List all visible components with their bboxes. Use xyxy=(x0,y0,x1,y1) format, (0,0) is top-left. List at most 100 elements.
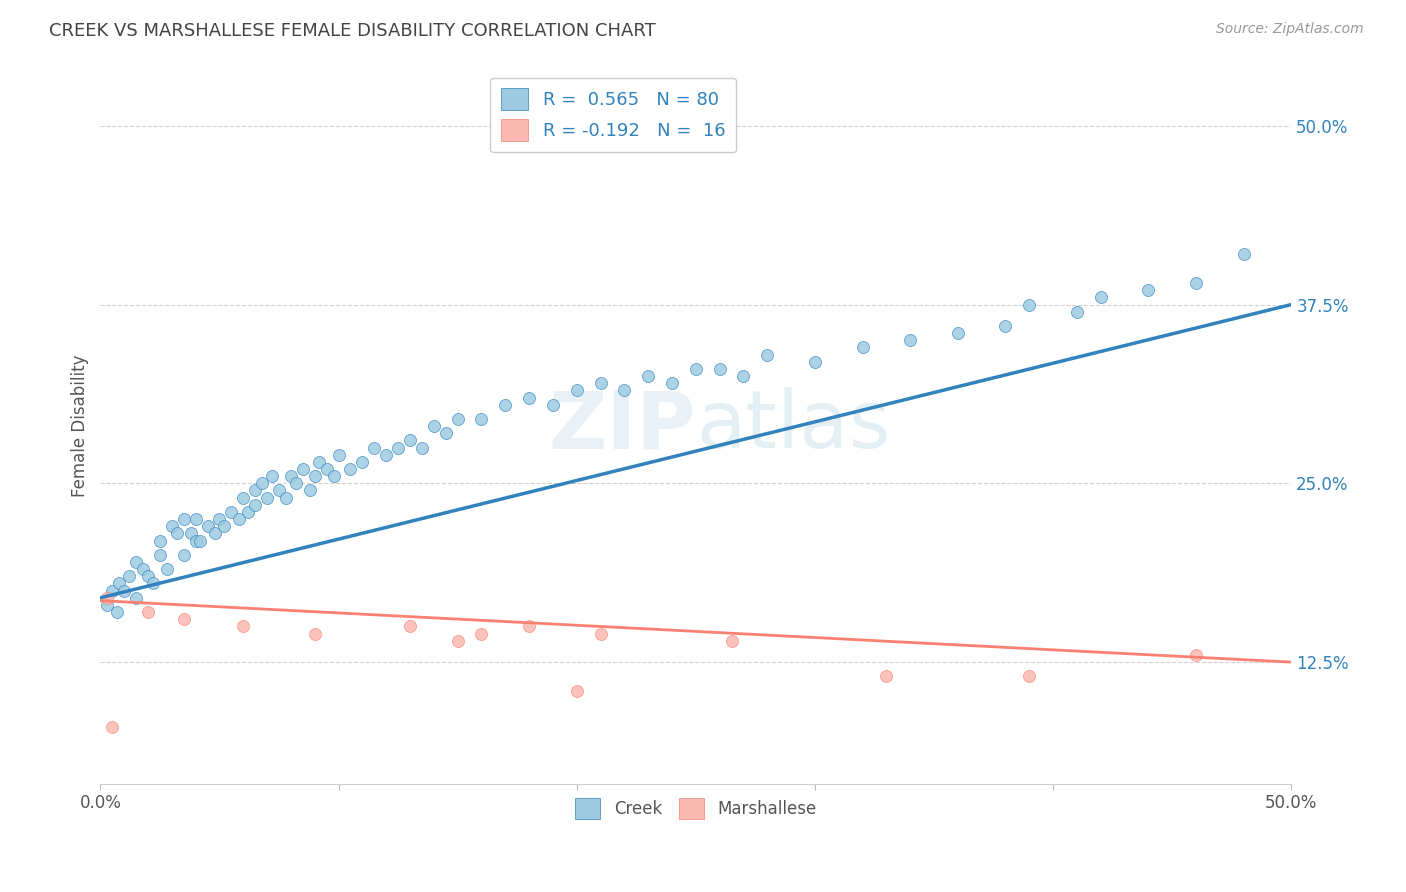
Text: CREEK VS MARSHALLESE FEMALE DISABILITY CORRELATION CHART: CREEK VS MARSHALLESE FEMALE DISABILITY C… xyxy=(49,22,657,40)
Point xyxy=(173,612,195,626)
Point xyxy=(1233,247,1256,261)
Point xyxy=(1090,290,1112,304)
Point xyxy=(284,476,307,491)
Point xyxy=(136,569,159,583)
Point xyxy=(446,633,468,648)
Point xyxy=(875,669,897,683)
Point xyxy=(565,384,588,398)
Point xyxy=(399,434,422,448)
Point xyxy=(221,505,243,519)
Point xyxy=(105,605,128,619)
Point xyxy=(1066,304,1088,318)
Point xyxy=(304,469,326,483)
Legend: Creek, Marshallese: Creek, Marshallese xyxy=(569,792,823,825)
Point xyxy=(339,462,361,476)
Point xyxy=(260,469,283,483)
Text: atlas: atlas xyxy=(696,387,890,465)
Point xyxy=(315,462,337,476)
Point xyxy=(166,526,188,541)
Point xyxy=(291,462,314,476)
Point xyxy=(387,441,409,455)
Point xyxy=(101,719,124,733)
Point xyxy=(494,398,516,412)
Point xyxy=(685,362,707,376)
Point xyxy=(613,384,636,398)
Point xyxy=(446,412,468,426)
Point xyxy=(190,533,212,548)
Point xyxy=(228,512,250,526)
Point xyxy=(125,591,148,605)
Point xyxy=(136,605,159,619)
Point xyxy=(252,476,274,491)
Point xyxy=(118,569,141,583)
Point xyxy=(132,562,155,576)
Point xyxy=(298,483,321,498)
Point xyxy=(720,633,742,648)
Point xyxy=(232,619,254,633)
Point xyxy=(173,512,195,526)
Point xyxy=(375,448,398,462)
Point xyxy=(197,519,219,533)
Point xyxy=(352,455,374,469)
Point xyxy=(470,626,492,640)
Point xyxy=(156,562,179,576)
Point xyxy=(322,469,344,483)
Point xyxy=(96,598,118,612)
Point xyxy=(589,626,612,640)
Point xyxy=(733,369,755,384)
Point xyxy=(434,426,457,441)
Point xyxy=(946,326,969,340)
Point xyxy=(470,412,492,426)
Point xyxy=(1018,669,1040,683)
Point xyxy=(276,491,298,505)
Point xyxy=(994,318,1017,333)
Point xyxy=(1018,297,1040,311)
Point xyxy=(184,512,207,526)
Point xyxy=(180,526,202,541)
Point xyxy=(125,555,148,569)
Point xyxy=(756,348,779,362)
Point xyxy=(589,376,612,391)
Point xyxy=(212,519,235,533)
Point xyxy=(363,441,385,455)
Point xyxy=(149,548,172,562)
Point xyxy=(411,441,433,455)
Point xyxy=(661,376,683,391)
Point xyxy=(101,583,124,598)
Point xyxy=(517,619,540,633)
Text: ZIP: ZIP xyxy=(548,387,696,465)
Point xyxy=(637,369,659,384)
Point xyxy=(709,362,731,376)
Point xyxy=(184,533,207,548)
Y-axis label: Female Disability: Female Disability xyxy=(72,355,89,498)
Point xyxy=(208,512,231,526)
Point xyxy=(328,448,350,462)
Text: Source: ZipAtlas.com: Source: ZipAtlas.com xyxy=(1216,22,1364,37)
Point xyxy=(232,491,254,505)
Point xyxy=(108,576,131,591)
Point xyxy=(96,591,118,605)
Point xyxy=(399,619,422,633)
Point xyxy=(304,626,326,640)
Point xyxy=(112,583,135,598)
Point xyxy=(243,498,266,512)
Point xyxy=(565,683,588,698)
Point xyxy=(243,483,266,498)
Point xyxy=(1137,283,1160,297)
Point xyxy=(160,519,183,533)
Point xyxy=(173,548,195,562)
Point xyxy=(1185,648,1208,662)
Point xyxy=(898,334,921,348)
Point xyxy=(267,483,290,498)
Point xyxy=(517,391,540,405)
Point xyxy=(851,341,873,355)
Point xyxy=(541,398,564,412)
Point xyxy=(804,355,827,369)
Point xyxy=(204,526,226,541)
Point xyxy=(236,505,259,519)
Point xyxy=(256,491,278,505)
Point xyxy=(142,576,165,591)
Point xyxy=(280,469,302,483)
Point xyxy=(1185,276,1208,290)
Point xyxy=(423,419,446,434)
